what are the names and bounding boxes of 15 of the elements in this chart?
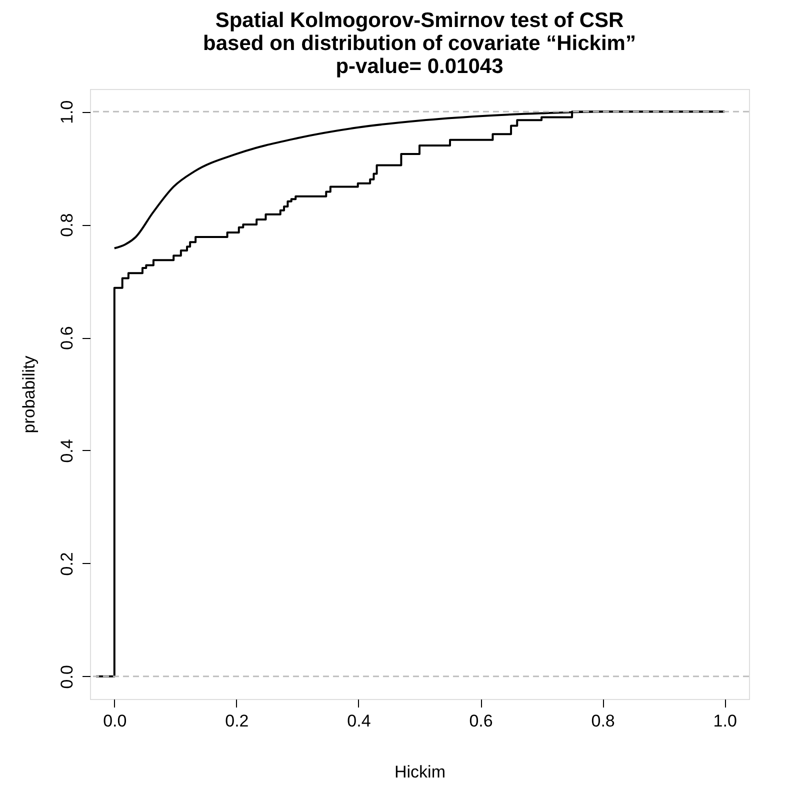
chart-title: Spatial Kolmogorov-Smirnov test of CSR based on distribution of covariate “Hickim” p-value= 0.01043: [203, 9, 636, 78]
y-tick-label: 0.4: [58, 439, 76, 463]
y-tick-label: 0.2: [58, 552, 76, 576]
x-tick-label: 1.0: [713, 712, 737, 730]
y-tick-label: 0.0: [58, 665, 76, 689]
x-tick-label: 0.2: [225, 712, 249, 730]
x-tick-label: 0.8: [591, 712, 615, 730]
x-tick-label: 0.0: [103, 712, 127, 730]
x-tick-label: 0.4: [347, 712, 371, 730]
y-axis-title: probability: [20, 355, 38, 434]
y-tick-label: 1.0: [58, 100, 76, 124]
y-tick-label: 0.8: [58, 213, 76, 237]
x-axis-title: Hickim: [394, 762, 446, 782]
y-tick-label: 0.6: [58, 326, 76, 350]
x-tick-label: 0.6: [469, 712, 493, 730]
